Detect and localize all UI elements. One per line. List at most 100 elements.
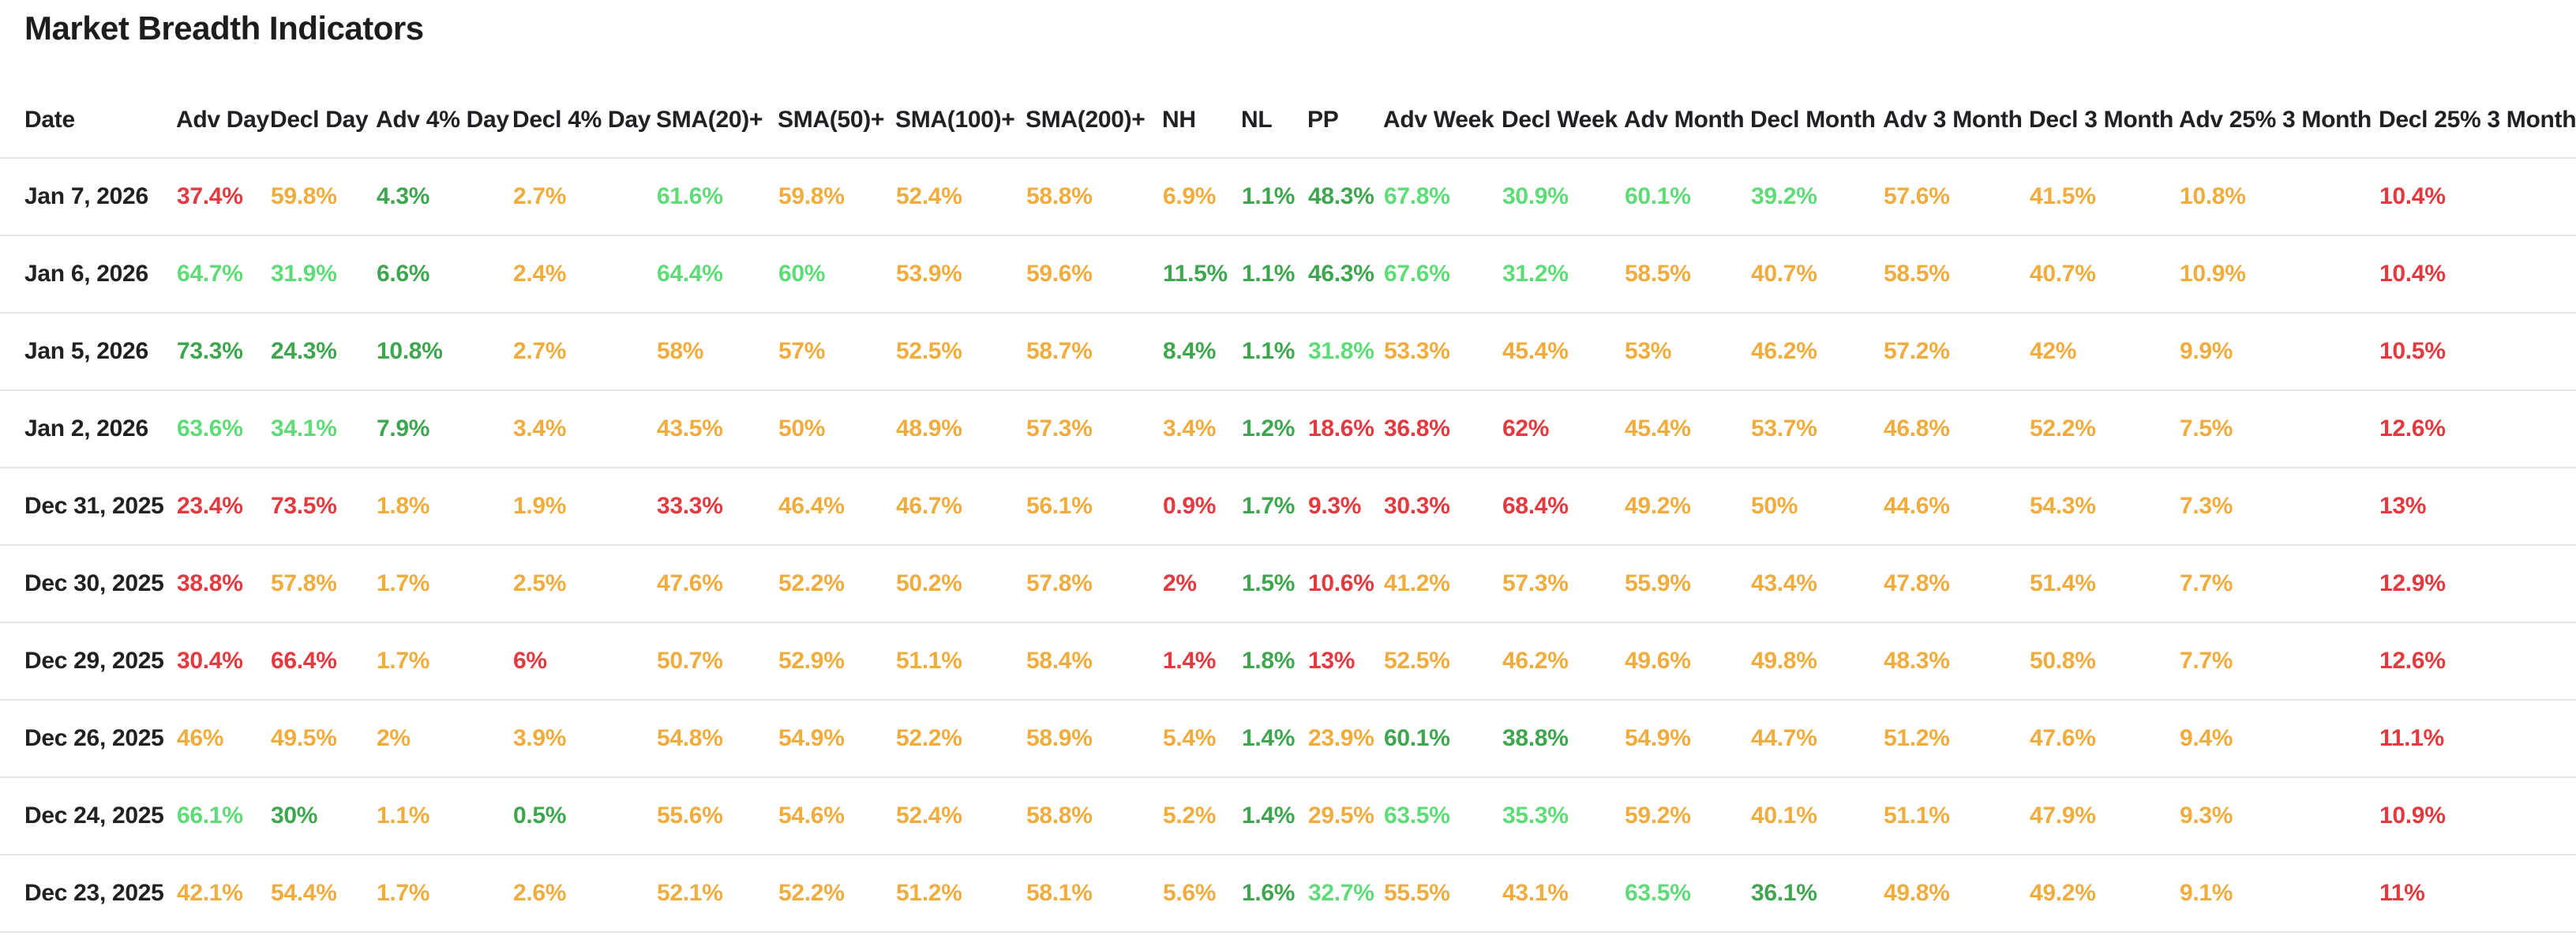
cell-decl-25pct-3-month: 11% — [2379, 855, 2576, 933]
column-header-sma100-plus[interactable]: SMA(100)+ — [895, 46, 1026, 159]
date-cell: Dec 26, 2025 — [0, 700, 176, 778]
column-header-pp[interactable]: PP — [1307, 46, 1383, 159]
column-header-decl-week[interactable]: Decl Week — [1502, 46, 1624, 159]
cell-nh: 11.5% — [1162, 235, 1241, 314]
cell-adv-4pct-day: 6.6% — [376, 235, 512, 314]
column-header-nl[interactable]: NL — [1241, 46, 1307, 159]
cell-adv-month: 59.2% — [1624, 777, 1750, 855]
cell-sma100-plus: 51.2% — [895, 855, 1026, 933]
cell-pp: 48.3% — [1307, 158, 1383, 236]
cell-sma20-plus: 55.6% — [656, 777, 778, 855]
cell-adv-month: 53% — [1624, 313, 1750, 391]
table-row: Dec 23, 2025 42.1% 54.4% 1.7% 2.6% 52.1% 52.2%… — [0, 855, 2576, 933]
cell-decl-week: 35.3% — [1502, 777, 1624, 855]
date-cell: Dec 30, 2025 — [0, 545, 176, 623]
cell-decl-4pct-day: 2.5% — [512, 545, 656, 623]
cell-adv-week: 52.5% — [1383, 622, 1502, 701]
column-header-date[interactable]: Date — [0, 46, 176, 159]
date-cell: Jan 7, 2026 — [0, 158, 176, 236]
cell-decl-4pct-day: 6% — [512, 622, 656, 701]
date-cell: Dec 24, 2025 — [0, 777, 176, 855]
cell-decl-month: 39.2% — [1750, 158, 1883, 236]
cell-adv-day: 63.6% — [176, 390, 270, 468]
cell-decl-week: 30.9% — [1502, 158, 1624, 236]
table-row: Dec 26, 2025 46% 49.5% 2% 3.9% 54.8% 54.9% 52.2… — [0, 700, 2576, 778]
cell-adv-4pct-day: 2% — [376, 700, 512, 778]
cell-adv-3-month: 46.8% — [1883, 390, 2029, 468]
column-header-decl-3-month[interactable]: Decl 3 Month — [2029, 46, 2179, 159]
cell-adv-3-month: 58.5% — [1883, 235, 2029, 314]
cell-sma20-plus: 64.4% — [656, 235, 778, 314]
cell-sma200-plus: 57.3% — [1026, 390, 1162, 468]
cell-adv-month: 54.9% — [1624, 700, 1750, 778]
cell-adv-week: 67.8% — [1383, 158, 1502, 236]
cell-pp: 29.5% — [1307, 777, 1383, 855]
column-header-sma50-plus[interactable]: SMA(50)+ — [778, 46, 895, 159]
column-header-nh[interactable]: NH — [1162, 46, 1241, 159]
cell-decl-25pct-3-month: 12.6% — [2379, 622, 2576, 701]
cell-sma20-plus: 33.3% — [656, 468, 778, 546]
cell-sma50-plus: 60% — [778, 235, 895, 314]
cell-decl-4pct-day: 3.9% — [512, 700, 656, 778]
cell-adv-week: 55.5% — [1383, 855, 1502, 933]
cell-sma100-plus: 50.2% — [895, 545, 1026, 623]
column-header-adv-day[interactable]: Adv Day — [176, 46, 270, 159]
cell-sma100-plus: 46.7% — [895, 468, 1026, 546]
column-header-sma200-plus[interactable]: SMA(200)+ — [1026, 46, 1162, 159]
cell-adv-25pct-3-month: 9.4% — [2179, 700, 2379, 778]
column-header-adv-4pct-day[interactable]: Adv 4% Day — [376, 46, 512, 159]
cell-decl-3-month: 54.3% — [2029, 468, 2179, 546]
cell-adv-25pct-3-month: 9.3% — [2179, 777, 2379, 855]
cell-decl-4pct-day: 2.7% — [512, 158, 656, 236]
column-header-decl-4pct-day[interactable]: Decl 4% Day — [512, 46, 656, 159]
cell-adv-25pct-3-month: 7.7% — [2179, 622, 2379, 701]
market-breadth-table: Date Adv Day Decl Day Adv 4% Day Decl 4% Day… — [0, 46, 2576, 933]
cell-sma100-plus: 52.4% — [895, 777, 1026, 855]
date-cell: Dec 29, 2025 — [0, 622, 176, 701]
market-breadth-panel: Market Breadth Indicators Date Adv Day Dec… — [0, 11, 2576, 933]
cell-decl-day: 66.4% — [270, 622, 376, 701]
column-header-decl-month[interactable]: Decl Month — [1750, 46, 1883, 159]
column-header-adv-month[interactable]: Adv Month — [1624, 46, 1750, 159]
column-header-sma20-plus[interactable]: SMA(20)+ — [656, 46, 778, 159]
cell-adv-25pct-3-month: 10.8% — [2179, 158, 2379, 236]
cell-decl-month: 40.7% — [1750, 235, 1883, 314]
column-header-decl-day[interactable]: Decl Day — [270, 46, 376, 159]
cell-decl-day: 59.8% — [270, 158, 376, 236]
cell-nl: 1.5% — [1241, 545, 1307, 623]
cell-sma50-plus: 57% — [778, 313, 895, 391]
column-header-adv-25pct-3-month[interactable]: Adv 25% 3 Month — [2179, 46, 2379, 159]
cell-sma20-plus: 52.1% — [656, 855, 778, 933]
cell-nh: 6.9% — [1162, 158, 1241, 236]
cell-decl-3-month: 49.2% — [2029, 855, 2179, 933]
table-row: Jan 6, 2026 64.7% 31.9% 6.6% 2.4% 64.4% 60% 53.… — [0, 235, 2576, 314]
cell-decl-4pct-day: 2.4% — [512, 235, 656, 314]
column-header-decl-25pct-3-month[interactable]: Decl 25% 3 Month — [2379, 46, 2576, 159]
cell-decl-week: 45.4% — [1502, 313, 1624, 391]
date-cell: Jan 5, 2026 — [0, 313, 176, 391]
cell-adv-month: 55.9% — [1624, 545, 1750, 623]
cell-adv-25pct-3-month: 10.9% — [2179, 235, 2379, 314]
column-header-adv-3-month[interactable]: Adv 3 Month — [1883, 46, 2029, 159]
cell-adv-4pct-day: 1.1% — [376, 777, 512, 855]
cell-nl: 1.1% — [1241, 235, 1307, 314]
cell-adv-25pct-3-month: 7.5% — [2179, 390, 2379, 468]
cell-adv-day: 64.7% — [176, 235, 270, 314]
column-header-adv-week[interactable]: Adv Week — [1383, 46, 1502, 159]
date-cell: Dec 23, 2025 — [0, 855, 176, 933]
cell-sma200-plus: 59.6% — [1026, 235, 1162, 314]
cell-decl-week: 46.2% — [1502, 622, 1624, 701]
table-row: Dec 24, 2025 66.1% 30% 1.1% 0.5% 55.6% 54.6% 52… — [0, 777, 2576, 855]
cell-nh: 5.4% — [1162, 700, 1241, 778]
cell-nh: 2% — [1162, 545, 1241, 623]
cell-sma200-plus: 58.4% — [1026, 622, 1162, 701]
cell-nl: 1.1% — [1241, 313, 1307, 391]
cell-pp: 10.6% — [1307, 545, 1383, 623]
cell-sma200-plus: 56.1% — [1026, 468, 1162, 546]
cell-decl-day: 34.1% — [270, 390, 376, 468]
cell-adv-3-month: 51.1% — [1883, 777, 2029, 855]
cell-adv-day: 30.4% — [176, 622, 270, 701]
cell-adv-25pct-3-month: 7.7% — [2179, 545, 2379, 623]
cell-adv-week: 53.3% — [1383, 313, 1502, 391]
cell-adv-4pct-day: 1.7% — [376, 855, 512, 933]
